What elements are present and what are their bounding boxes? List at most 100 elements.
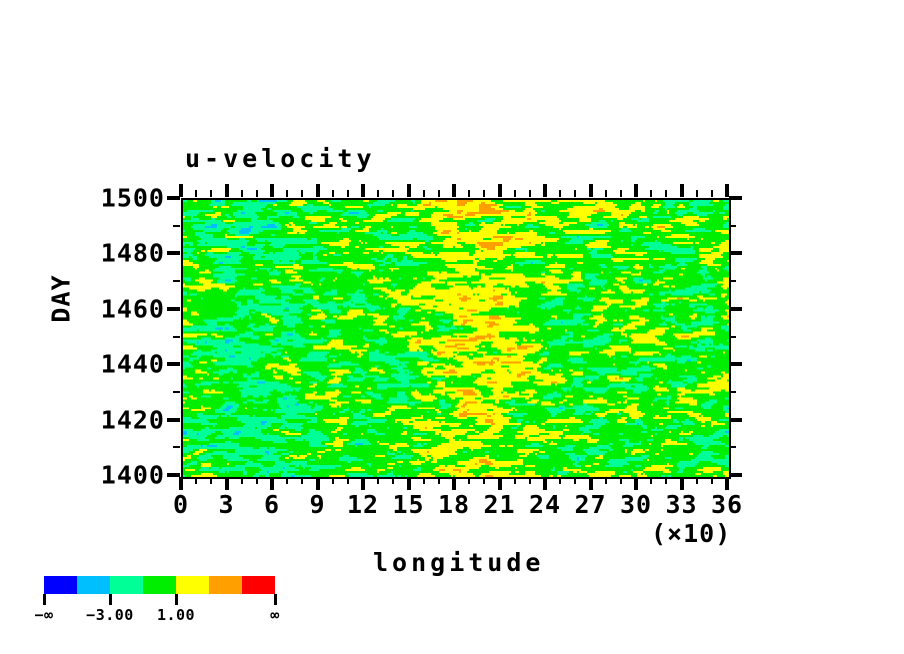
axis-tick xyxy=(315,477,320,490)
axis-tick xyxy=(173,280,180,283)
colorbar-band xyxy=(77,576,110,594)
axis-tick xyxy=(679,477,684,490)
x-tick-label: 36 xyxy=(710,490,744,519)
axis-tick xyxy=(406,184,411,197)
axis-tick xyxy=(377,190,380,197)
axis-tick xyxy=(422,477,425,484)
x-tick-label: 9 xyxy=(309,490,326,519)
axis-tick xyxy=(392,477,395,484)
axis-tick xyxy=(729,473,742,477)
axis-tick xyxy=(167,417,180,422)
axis-tick xyxy=(452,477,456,490)
axis-tick xyxy=(513,190,516,197)
axis-tick xyxy=(346,477,349,484)
x-tick-label: 3 xyxy=(218,490,235,519)
axis-tick xyxy=(422,190,425,197)
colorbar-label: −∞ xyxy=(34,606,54,624)
axis-tick xyxy=(729,306,742,311)
axis-tick xyxy=(559,477,562,484)
axis-tick xyxy=(346,190,349,197)
axis-tick xyxy=(167,473,180,477)
axis-tick xyxy=(729,446,736,449)
heatmap-field xyxy=(183,200,729,477)
axis-tick xyxy=(361,477,365,490)
axis-tick xyxy=(710,190,713,197)
axis-tick xyxy=(665,477,668,484)
x-tick-label: 0 xyxy=(172,490,190,519)
axis-tick xyxy=(167,251,180,256)
axis-tick xyxy=(195,477,198,484)
x-tick-label: 33 xyxy=(665,490,698,519)
axis-tick xyxy=(179,477,183,490)
x-tick-label: 24 xyxy=(528,490,562,519)
y-tick-label: 1400 xyxy=(100,460,165,490)
axis-tick xyxy=(574,477,577,484)
x-tick-label: 6 xyxy=(263,490,281,519)
axis-tick xyxy=(604,477,607,484)
axis-tick xyxy=(729,390,736,393)
axis-tick xyxy=(619,477,622,484)
axis-tick xyxy=(528,477,531,484)
x-tick-label: 18 xyxy=(437,490,471,519)
axis-tick xyxy=(710,477,713,484)
axis-tick xyxy=(452,184,456,197)
x-tick-label: 27 xyxy=(574,490,607,519)
axis-tick xyxy=(301,190,304,197)
x-tick-label: 12 xyxy=(346,490,380,519)
axis-tick xyxy=(286,477,289,484)
axis-tick xyxy=(270,477,274,490)
axis-tick xyxy=(210,477,213,484)
colorbar-tick xyxy=(109,594,112,605)
heatmap-plot-area xyxy=(181,198,731,479)
colorbar-tick xyxy=(175,594,178,605)
axis-tick xyxy=(406,477,411,490)
colorbar-tick xyxy=(43,594,46,605)
axis-tick xyxy=(167,362,180,367)
axis-tick xyxy=(725,184,729,197)
axis-tick xyxy=(286,190,289,197)
colorbar-band xyxy=(176,576,209,594)
axis-tick xyxy=(729,362,742,367)
colorbar xyxy=(44,576,275,594)
axis-tick xyxy=(173,335,180,338)
axis-tick xyxy=(650,477,653,484)
axis-tick xyxy=(729,224,736,227)
axis-tick xyxy=(301,477,304,484)
axis-tick xyxy=(167,306,180,311)
axis-tick xyxy=(559,190,562,197)
axis-tick xyxy=(483,477,486,484)
axis-tick xyxy=(437,190,440,197)
x-axis-title: longitude xyxy=(373,548,545,577)
axis-tick xyxy=(224,184,229,197)
y-tick-label: 1440 xyxy=(100,349,165,379)
axis-tick xyxy=(604,190,607,197)
y-tick-label: 1460 xyxy=(100,294,165,324)
y-tick-label: 1500 xyxy=(100,183,165,213)
axis-tick xyxy=(483,190,486,197)
axis-tick xyxy=(497,477,502,490)
y-axis-title: DAY xyxy=(46,274,76,323)
axis-tick xyxy=(497,184,502,197)
axis-tick xyxy=(240,190,243,197)
axis-tick xyxy=(729,280,736,283)
axis-tick xyxy=(588,477,593,490)
axis-tick xyxy=(588,184,593,197)
axis-tick xyxy=(377,477,380,484)
colorbar-label: ∞ xyxy=(270,606,280,624)
colorbar-label: 1.00 xyxy=(156,606,196,624)
x-tick-label: 30 xyxy=(619,490,653,519)
axis-tick xyxy=(634,477,638,490)
axis-tick xyxy=(528,190,531,197)
axis-tick xyxy=(167,196,180,200)
axis-tick xyxy=(270,184,274,197)
axis-tick xyxy=(729,251,742,256)
axis-tick xyxy=(665,190,668,197)
axis-tick xyxy=(179,184,183,197)
axis-tick xyxy=(255,190,258,197)
axis-tick xyxy=(240,477,243,484)
axis-tick xyxy=(361,184,365,197)
axis-tick xyxy=(392,190,395,197)
axis-tick xyxy=(543,477,547,490)
colorbar-band xyxy=(143,576,176,594)
